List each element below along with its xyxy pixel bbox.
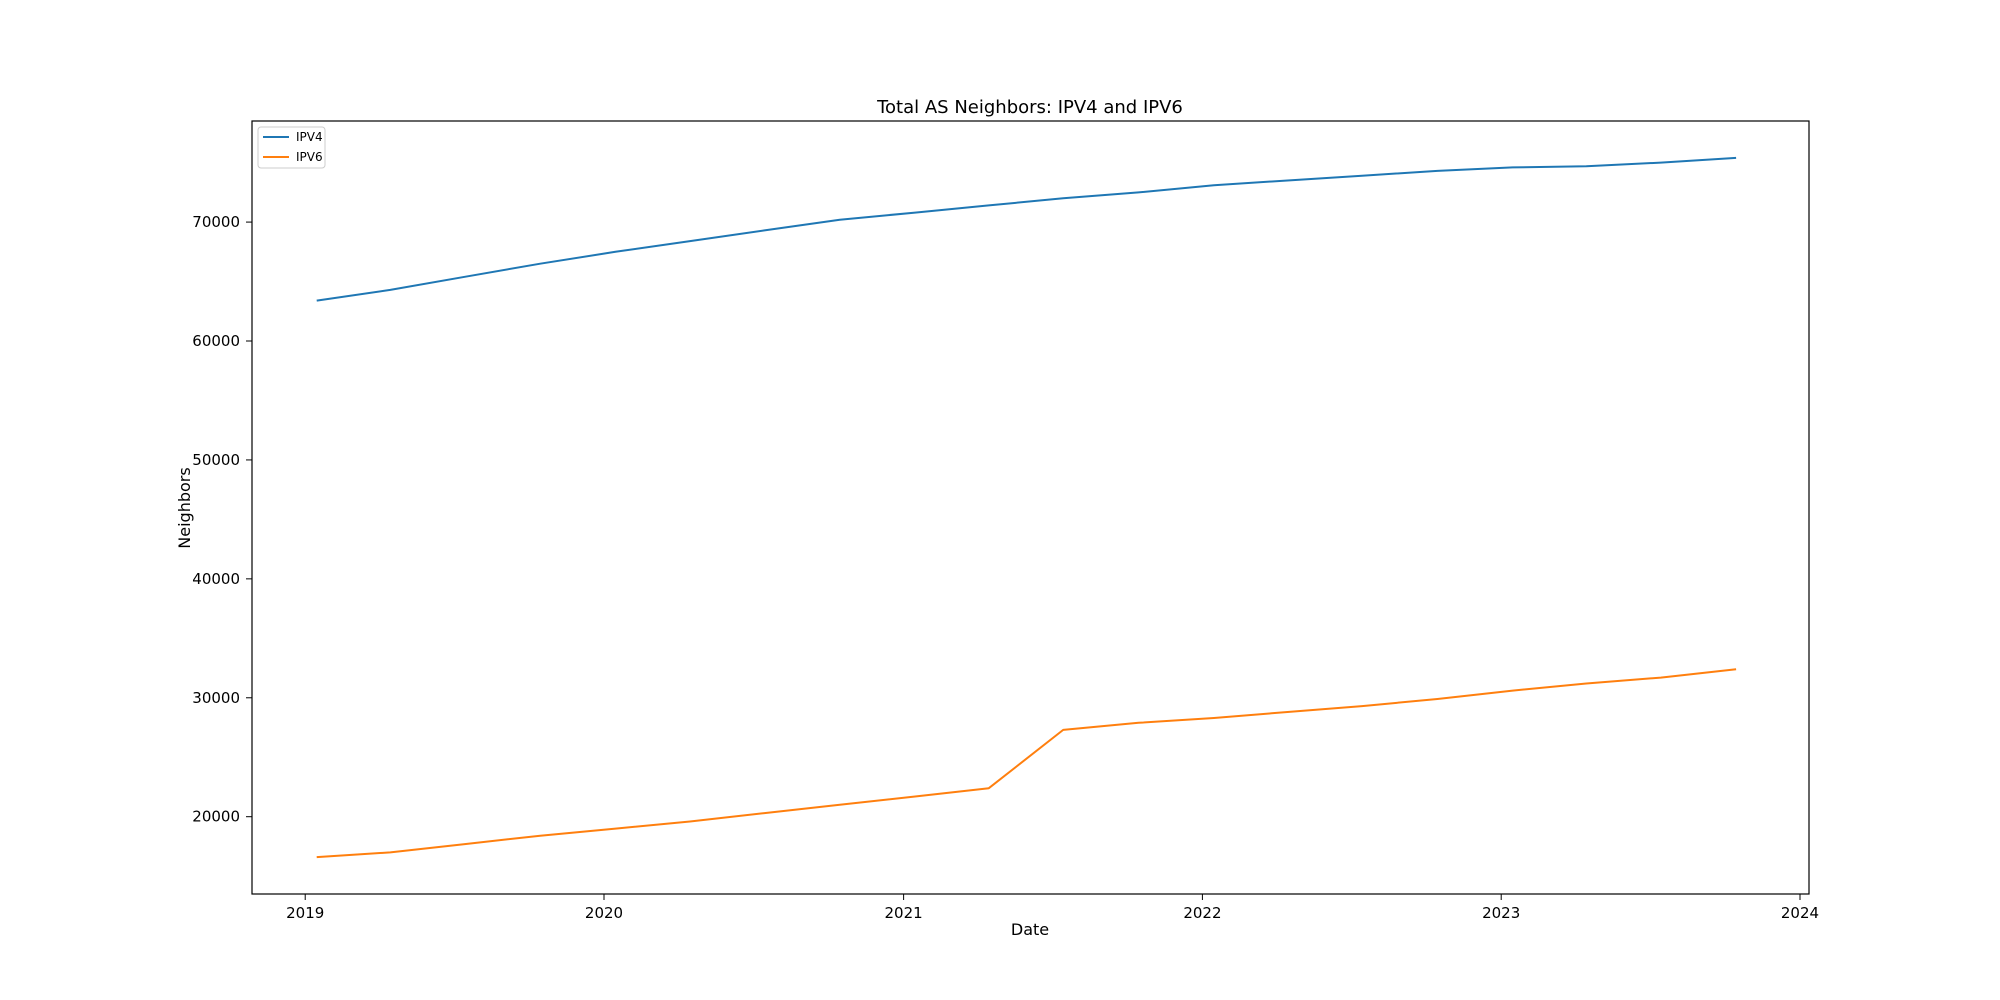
- y-tick-label: 70000: [192, 213, 240, 231]
- series-line-ipv4: [316, 156, 1737, 302]
- x-tick-label: 2019: [286, 904, 324, 922]
- y-tick-label: 60000: [192, 332, 240, 350]
- y-tick-label: 20000: [192, 808, 240, 826]
- x-tick-label: 2022: [1183, 904, 1221, 922]
- y-axis-label: Neighbors: [175, 467, 194, 548]
- x-tick-label: 2021: [885, 904, 923, 922]
- x-axis-label: Date: [1011, 920, 1049, 939]
- legend-label-ipv6: IPV6: [296, 150, 323, 164]
- plot-frame: [251, 120, 1810, 895]
- plot-area: [316, 156, 1737, 859]
- y-axis: 20000 30000 40000 50000 60000 70000: [192, 213, 252, 826]
- y-tick-label: 30000: [192, 689, 240, 707]
- legend: IPV4 IPV6: [257, 126, 326, 169]
- x-tick-label: 2020: [585, 904, 623, 922]
- x-axis: 2019 2020 2021 2022 2023 2024: [286, 894, 1819, 922]
- series-line-ipv6: [316, 668, 1737, 859]
- chart-title: Total AS Neighbors: IPV4 and IPV6: [876, 97, 1183, 118]
- x-tick-label: 2023: [1482, 904, 1520, 922]
- x-tick-label: 2024: [1781, 904, 1819, 922]
- y-tick-label: 50000: [192, 451, 240, 469]
- legend-label-ipv4: IPV4: [296, 130, 323, 144]
- y-tick-label: 40000: [192, 570, 240, 588]
